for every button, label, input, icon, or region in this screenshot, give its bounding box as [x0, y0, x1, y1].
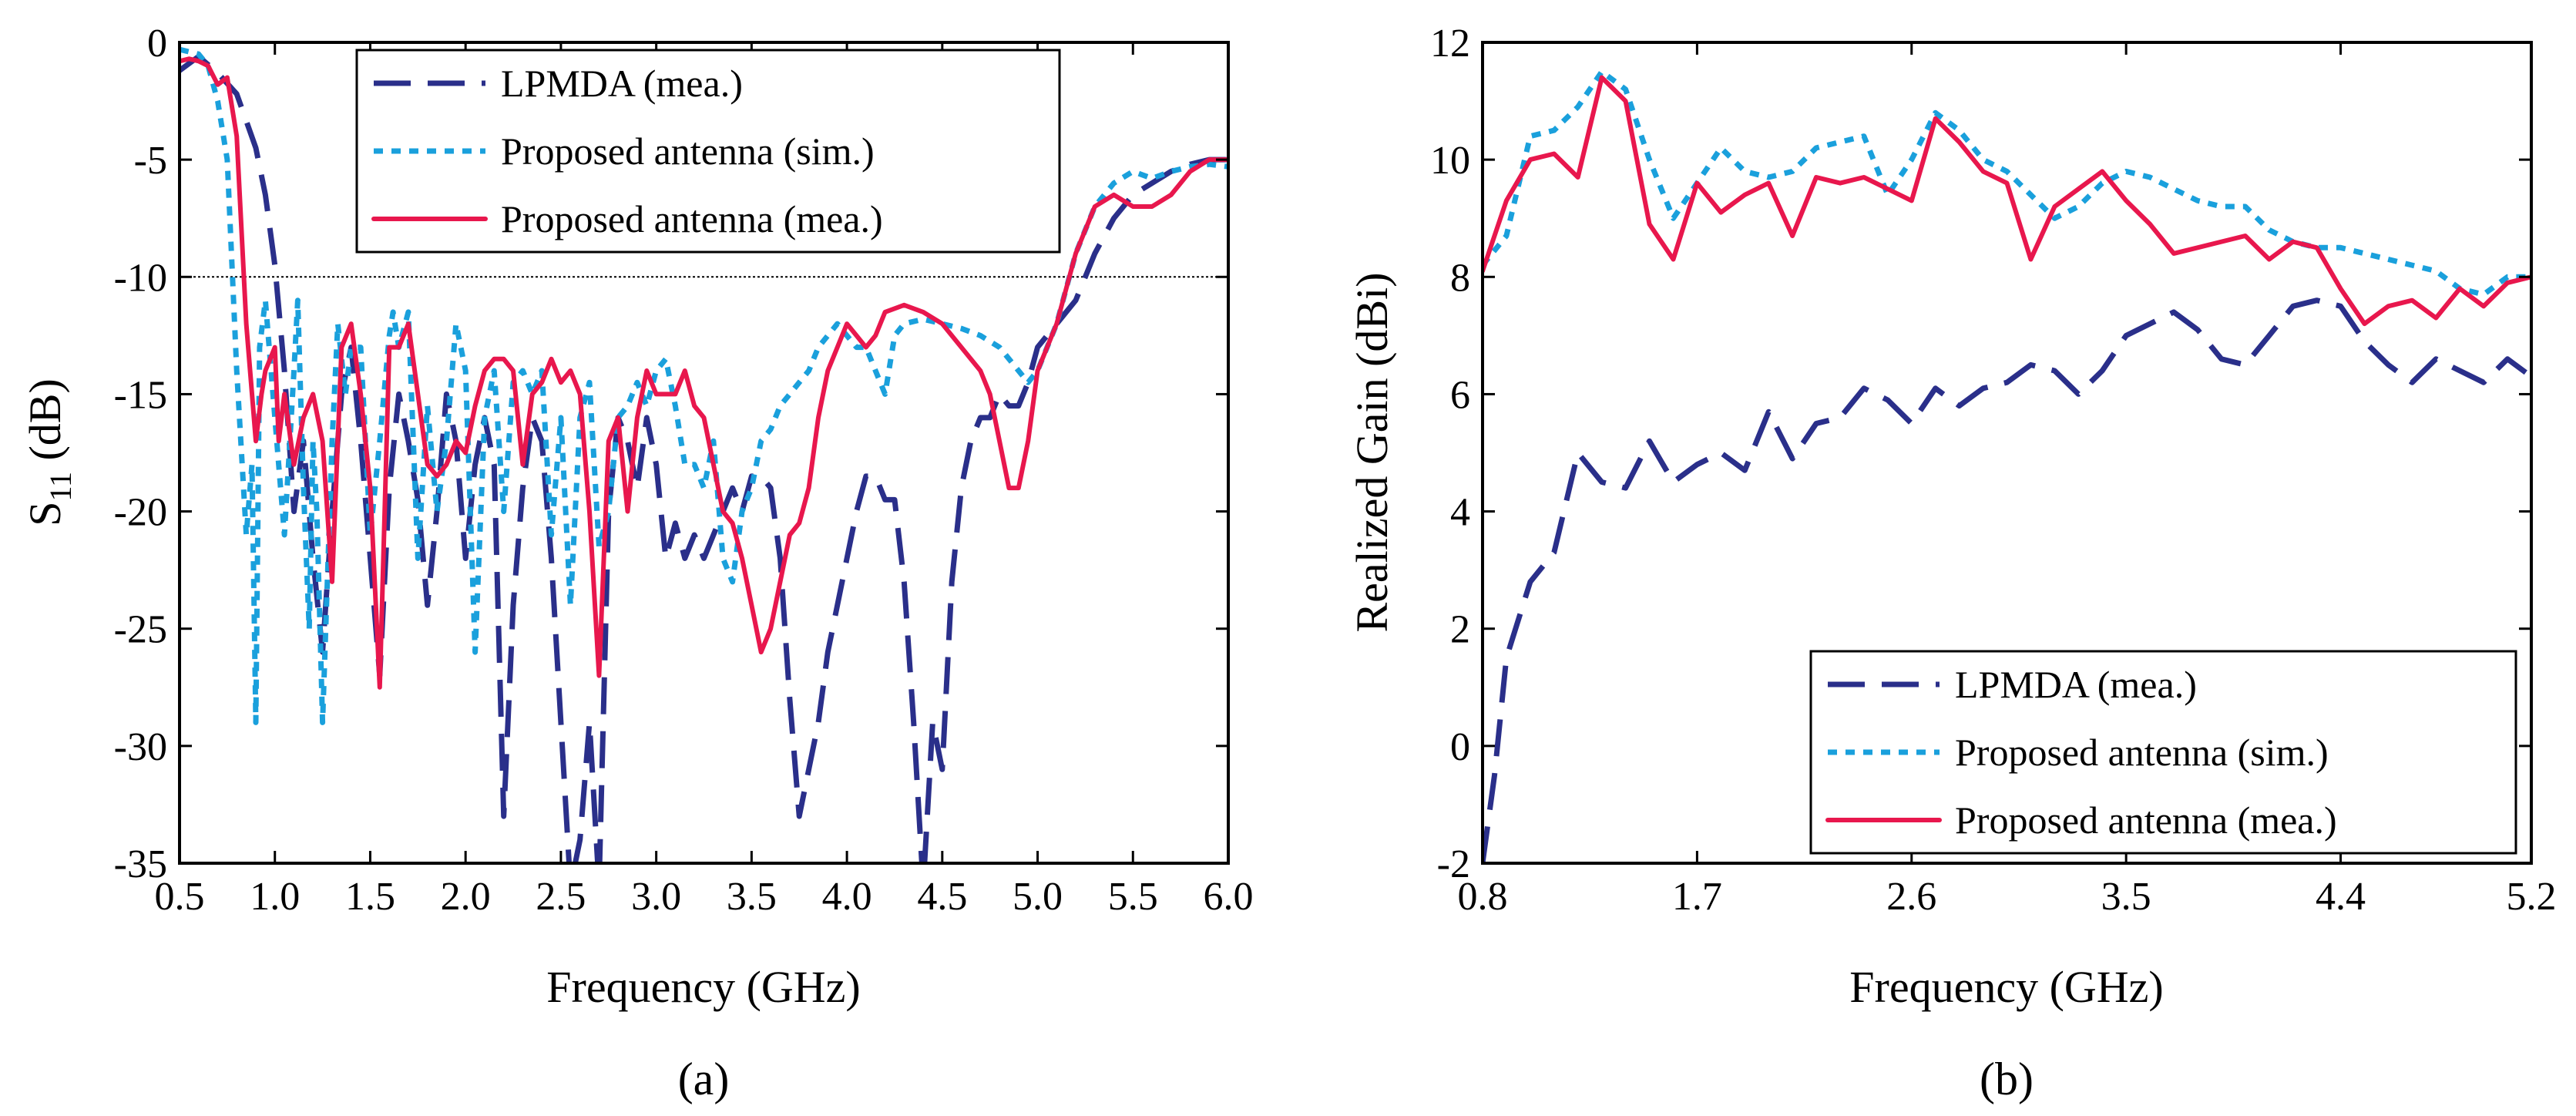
panel-a-x-tick-label: 4.0: [822, 875, 872, 919]
panel-b-y-tick-label: 10: [1430, 139, 1470, 183]
panel-a-y-tick-label: -30: [114, 725, 167, 769]
panel-b-legend-label-lpmda: LPMDA (mea.): [1955, 663, 2197, 706]
panel-b-y-tick-label: 4: [1450, 491, 1470, 535]
panel-a-x-tick-label: 2.5: [536, 875, 586, 919]
panel-a-legend: LPMDA (mea.) Proposed antenna (sim.) Pro…: [355, 49, 1061, 254]
panel-a-series-line-lpmda: [180, 53, 1228, 863]
panel-b-series-group: [1483, 69, 2531, 863]
panel-a-xlabel: Frequency (GHz): [546, 962, 860, 1012]
panel-b-legend-label-sim: Proposed antenna (sim.): [1955, 731, 2329, 774]
panel-a-ylabel-main: S: [20, 502, 70, 526]
panel-b-x-tick-label: 1.7: [1672, 875, 1722, 919]
panel-a-x-tick-label: 1.0: [250, 875, 300, 919]
panel-a-x-tick-label: 6.0: [1204, 875, 1254, 919]
panel-b-y-tick-label: 6: [1450, 373, 1470, 417]
panel-a-y-tick-label: 0: [147, 22, 167, 66]
panel-b-ylabel: Realized Gain (dBi): [1347, 272, 1397, 632]
panel-a-x-tick-label: 4.5: [917, 875, 967, 919]
panel-a-x-tick-label: 3.0: [631, 875, 681, 919]
panel-a-y-tick-label: -10: [114, 256, 167, 300]
panel-a-legend-label-lpmda: LPMDA (mea.): [501, 62, 743, 105]
panel-a-x-tick-label: 3.5: [727, 875, 777, 919]
panel-b-y-tick-label: 8: [1450, 256, 1470, 300]
panel-a-y-tick-label: -5: [134, 139, 167, 183]
panel-a-x-tick-label: 5.0: [1013, 875, 1063, 919]
panel-b-y-tick-label: 2: [1450, 608, 1470, 652]
panel-a-plot-frame: [178, 41, 1230, 865]
panel-b-x-tick-label: 4.4: [2316, 875, 2366, 919]
panel-a-ylabel-sub: 11: [43, 472, 78, 502]
panel-a-y-tick-label: -20: [114, 491, 167, 535]
panel-b-ticks: 0.8 1.7 2.6 3.5 4.4 5.2 -2 0 2 4 6 8 10 12: [1430, 22, 2557, 919]
panel-b-x-tick-label: 0.8: [1458, 875, 1508, 919]
panel-a-y-tick-label: -35: [114, 842, 167, 886]
panel-b-y-tick-label: -2: [1437, 842, 1470, 886]
panel-b-series-line-lpmda: [1483, 297, 2531, 863]
panel-b-series-line-sim: [1483, 69, 2531, 297]
panel-a-legend-label-mea: Proposed antenna (mea.): [501, 197, 883, 240]
panel-b-legend: LPMDA (mea.) Proposed antenna (sim.) Pro…: [1809, 650, 2517, 855]
panel-a-legend-label-sim: Proposed antenna (sim.): [501, 129, 875, 173]
panel-a-x-tick-label: 0.5: [155, 875, 205, 919]
panel-a-series-line-mea: [180, 56, 1228, 690]
panel-b-label: (b): [1980, 1054, 2034, 1104]
panel-b-x-tick-label: 5.2: [2507, 875, 2557, 919]
panel-b-series-line-mea: [1483, 75, 2531, 327]
panel-b-y-tick-label: 12: [1430, 22, 1470, 66]
panel-b-chart: 0.8 1.7 2.6 3.5 4.4 5.2 -2 0 2 4 6 8 10 12 Frequency …: [1347, 22, 2557, 1104]
panel-b-xlabel: Frequency (GHz): [1849, 962, 2163, 1012]
panel-a-series-group: [180, 46, 1228, 863]
panel-a-y-tick-label: -15: [114, 373, 167, 417]
panel-a-ticks: 0.5 1.0 1.5 2.0 2.5 3.0 3.5 4.0 4.5 5.0 5.5 6.0 0 -5 -…: [114, 22, 1254, 919]
panel-a-x-tick-label: 1.5: [345, 875, 395, 919]
panel-b-y-tick-label: 0: [1450, 725, 1470, 769]
panel-a-x-tick-label: 5.5: [1108, 875, 1158, 919]
panel-a-x-tick-label: 2.0: [441, 875, 491, 919]
panel-b-legend-label-mea: Proposed antenna (mea.): [1955, 798, 2337, 842]
panel-b-x-tick-label: 2.6: [1886, 875, 1936, 919]
panel-a-chart: 0.5 1.0 1.5 2.0 2.5 3.0 3.5 4.0 4.5 5.0 5.5 6.0 0 -5 -…: [20, 22, 1254, 1104]
panel-b-plot-frame: [1481, 41, 2533, 865]
panel-a-ylabel-unit: (dB): [20, 378, 70, 472]
panel-b-x-tick-label: 3.5: [2101, 875, 2151, 919]
panel-a-label: (a): [678, 1054, 730, 1104]
panel-a-y-tick-label: -25: [114, 608, 167, 652]
panel-a-ylabel: S11 (dB): [20, 378, 78, 526]
